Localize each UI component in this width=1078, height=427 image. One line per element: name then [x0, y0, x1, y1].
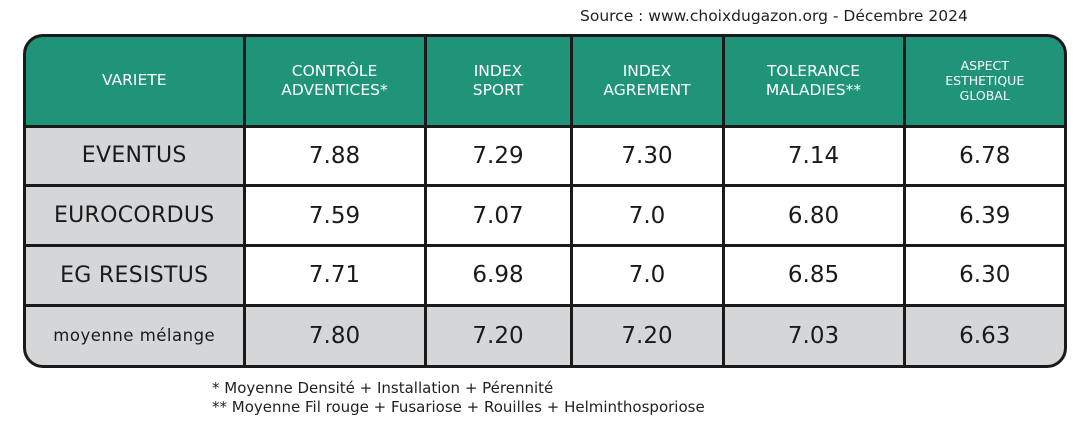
- header-line: ASPECT: [960, 58, 1009, 74]
- value-cell: 7.80: [242, 303, 427, 365]
- value-cell: 7.14: [721, 124, 906, 188]
- table-row-eurocordus: EUROCORDUS 7.59 7.07 7.0 6.80 6.39: [26, 184, 1064, 247]
- ratings-table: VARIETE CONTRÔLE ADVENTICES* INDEX SPORT…: [26, 37, 1064, 365]
- header-line: VARIETE: [101, 71, 167, 90]
- source-caption: Source : www.choixdugazon.org - Décembre…: [580, 7, 968, 25]
- value-cell: 6.98: [423, 244, 573, 307]
- header-line: MALADIES**: [765, 80, 862, 99]
- variety-name-cell: EVENTUS: [26, 124, 246, 188]
- header-line: INDEX: [473, 61, 523, 80]
- footnote-adventices: * Moyenne Densité + Installation + Péren…: [212, 379, 554, 397]
- table-row-moyenne-melange: moyenne mélange 7.80 7.20 7.20 7.03 6.63: [26, 303, 1064, 365]
- table-row-eventus: EVENTUS 7.88 7.29 7.30 7.14 6.78: [26, 124, 1064, 188]
- header-controle-adventices: CONTRÔLE ADVENTICES*: [242, 37, 427, 128]
- header-line: TOLERANCE: [766, 61, 861, 80]
- value-cell: 7.0: [569, 184, 725, 247]
- value-cell: 6.85: [721, 244, 906, 307]
- value-cell: 7.0: [569, 244, 725, 307]
- variety-name-cell: EG RESISTUS: [26, 244, 246, 307]
- header-index-sport: INDEX SPORT: [423, 37, 573, 128]
- footnotes: * Moyenne Densité + Installation + Péren…: [212, 379, 705, 417]
- header-variete: VARIETE: [26, 37, 246, 128]
- header-row: VARIETE CONTRÔLE ADVENTICES* INDEX SPORT…: [26, 37, 1064, 128]
- header-line: SPORT: [472, 80, 524, 99]
- header-line: CONTRÔLE: [291, 61, 378, 80]
- header-index-agrement: INDEX AGREMENT: [569, 37, 725, 128]
- footnote-maladies: ** Moyenne Fil rouge + Fusariose + Rouil…: [212, 398, 705, 416]
- variety-name-cell: moyenne mélange: [26, 303, 246, 365]
- header-line: GLOBAL: [959, 88, 1010, 104]
- value-cell: 7.07: [423, 184, 573, 247]
- value-cell: 7.03: [721, 303, 906, 365]
- value-cell: 7.20: [423, 303, 573, 365]
- ratings-table-container: VARIETE CONTRÔLE ADVENTICES* INDEX SPORT…: [23, 34, 1067, 368]
- header-line: INDEX: [622, 61, 672, 80]
- header-line: ADVENTICES*: [281, 80, 388, 99]
- value-cell: 7.29: [423, 124, 573, 188]
- value-cell: 6.80: [721, 184, 906, 247]
- variety-name-cell: EUROCORDUS: [26, 184, 246, 247]
- table-row-eg-resistus: EG RESISTUS 7.71 6.98 7.0 6.85 6.30: [26, 244, 1064, 307]
- value-cell: 6.78: [902, 124, 1064, 188]
- value-cell: 7.71: [242, 244, 427, 307]
- value-cell: 7.59: [242, 184, 427, 247]
- header-aspect-esthetique: ASPECT ESTHETIQUE GLOBAL: [902, 37, 1064, 128]
- header-tolerance-maladies: TOLERANCE MALADIES**: [721, 37, 906, 128]
- value-cell: 6.39: [902, 184, 1064, 247]
- value-cell: 7.88: [242, 124, 427, 188]
- value-cell: 6.30: [902, 244, 1064, 307]
- header-line: AGREMENT: [603, 80, 691, 99]
- value-cell: 6.63: [902, 303, 1064, 365]
- value-cell: 7.20: [569, 303, 725, 365]
- value-cell: 7.30: [569, 124, 725, 188]
- header-line: ESTHETIQUE: [945, 73, 1025, 89]
